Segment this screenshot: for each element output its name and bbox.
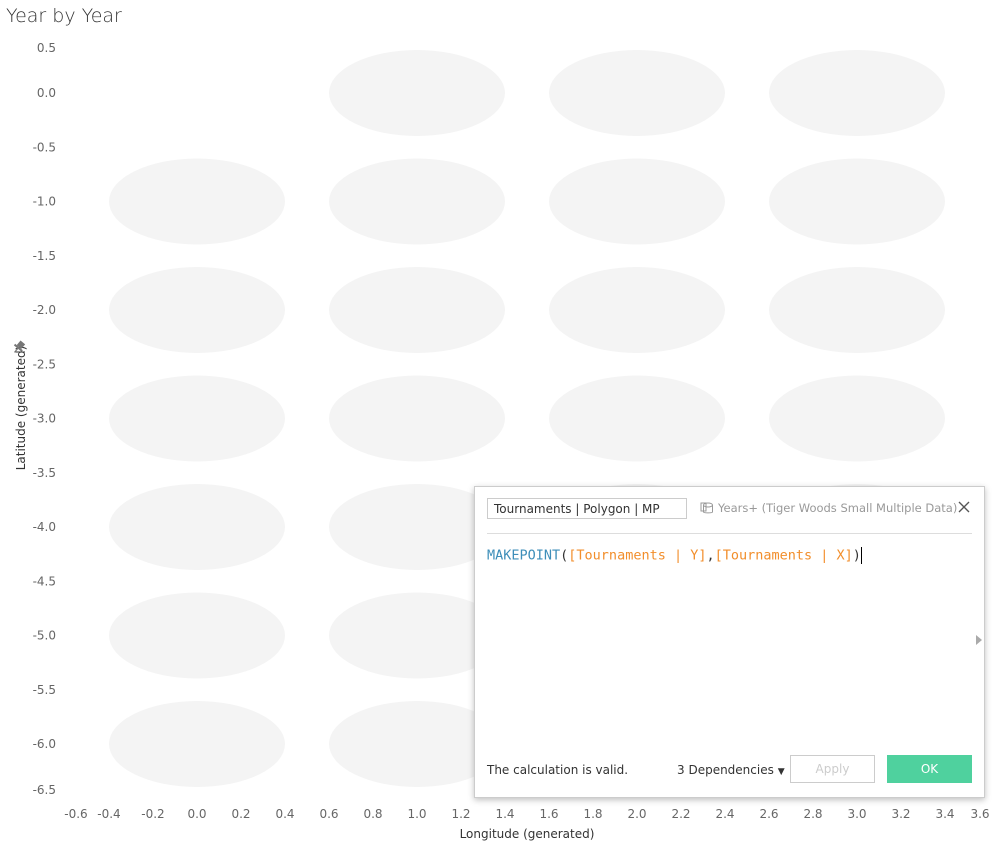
formula-comma: ,	[706, 547, 715, 564]
polygon-mark[interactable]	[329, 701, 505, 787]
x-tick-label: -0.6	[64, 807, 87, 821]
x-axis-title: Longitude (generated)	[460, 827, 595, 841]
y-tick-label: -6.0	[33, 737, 56, 751]
polygon-mark[interactable]	[769, 267, 945, 353]
y-tick-label: 0.0	[37, 86, 56, 100]
y-tick-label: -4.5	[33, 574, 56, 588]
polygon-mark[interactable]	[329, 375, 505, 462]
polygon-mark[interactable]	[109, 484, 285, 570]
ok-button[interactable]: OK	[887, 755, 972, 783]
x-tick-label: -0.2	[141, 807, 164, 821]
caret-down-icon: ▼	[777, 767, 785, 777]
formula-editor[interactable]: MAKEPOINT([Tournaments | Y],[Tournaments…	[487, 547, 862, 564]
x-tick-label: 2.0	[627, 807, 646, 821]
polygon-mark[interactable]	[769, 158, 945, 245]
x-tick-label: 3.0	[847, 807, 866, 821]
expand-panel-arrow-icon[interactable]	[976, 635, 982, 645]
polygon-mark[interactable]	[549, 375, 725, 462]
y-tick-label: -1.5	[33, 249, 56, 263]
y-tick-label: -5.5	[33, 683, 56, 697]
formula-function: MAKEPOINT	[487, 547, 561, 564]
text-cursor	[860, 547, 862, 564]
x-tick-label: 1.8	[583, 807, 602, 821]
calculation-editor-dialog: Tournaments | Polygon | MP Years+ (Tiger…	[474, 486, 985, 798]
x-tick-label: 1.6	[539, 807, 558, 821]
y-tick-label: -4.0	[33, 520, 56, 534]
x-tick-label: 2.8	[803, 807, 822, 821]
x-tick-label: 0.8	[363, 807, 382, 821]
datasource-icon	[700, 502, 713, 514]
sheet-title: Year by Year	[6, 5, 122, 27]
polygon-mark[interactable]	[329, 267, 505, 353]
x-tick-label: 0.4	[275, 807, 294, 821]
formula-field-1: [Tournaments | Y]	[568, 547, 707, 564]
apply-button[interactable]: Apply	[790, 755, 875, 783]
polygon-mark[interactable]	[109, 592, 285, 679]
y-tick-label: -2.5	[33, 357, 56, 371]
dependencies-label: 3 Dependencies	[677, 763, 774, 777]
polygon-mark[interactable]	[329, 158, 505, 245]
x-tick-label: 3.4	[935, 807, 954, 821]
y-tick-label: 0.5	[37, 41, 56, 55]
x-tick-label: 2.4	[715, 807, 734, 821]
y-tick-label: -0.5	[33, 140, 56, 154]
polygon-mark[interactable]	[329, 484, 505, 570]
polygon-mark[interactable]	[109, 267, 285, 353]
y-tick-label: -1.0	[33, 195, 56, 209]
polygon-mark[interactable]	[769, 50, 945, 136]
formula-paren-close: )	[852, 547, 861, 564]
polygon-mark[interactable]	[329, 592, 505, 679]
pin-icon[interactable]	[11, 339, 27, 355]
x-tick-label: 1.0	[407, 807, 426, 821]
polygon-mark[interactable]	[549, 158, 725, 245]
y-tick-label: -2.0	[33, 303, 56, 317]
calculation-name-input[interactable]: Tournaments | Polygon | MP	[487, 498, 687, 519]
x-tick-label: 0.6	[319, 807, 338, 821]
x-tick-label: 0.2	[231, 807, 250, 821]
x-tick-label: 3.6	[970, 807, 989, 821]
polygon-mark[interactable]	[549, 50, 725, 136]
polygon-mark[interactable]	[329, 50, 505, 136]
x-tick-label: 0.0	[187, 807, 206, 821]
divider	[487, 533, 972, 534]
y-tick-label: -6.5	[33, 783, 56, 797]
formula-field-2: [Tournaments | X]	[714, 547, 853, 564]
dependencies-dropdown[interactable]: 3 Dependencies ▼	[677, 763, 785, 777]
y-tick-label: -3.0	[33, 412, 56, 426]
x-tick-label: -0.4	[97, 807, 120, 821]
x-tick-label: 1.2	[451, 807, 470, 821]
y-axis-title: Latitude (generated)	[14, 346, 28, 471]
close-icon[interactable]	[954, 497, 974, 517]
polygon-mark[interactable]	[549, 267, 725, 353]
validation-status: The calculation is valid.	[487, 763, 629, 777]
x-tick-label: 1.4	[495, 807, 514, 821]
y-tick-label: -3.5	[33, 466, 56, 480]
polygon-mark[interactable]	[109, 375, 285, 462]
x-tick-label: 3.2	[891, 807, 910, 821]
y-tick-label: -5.0	[33, 629, 56, 643]
x-tick-label: 2.2	[671, 807, 690, 821]
datasource-label: Years+ (Tiger Woods Small Multiple Data)	[700, 501, 957, 515]
polygon-mark[interactable]	[109, 701, 285, 787]
datasource-name: Years+ (Tiger Woods Small Multiple Data)	[718, 501, 958, 515]
polygon-mark[interactable]	[109, 158, 285, 245]
polygon-mark[interactable]	[769, 375, 945, 462]
formula-paren-open: (	[560, 547, 569, 564]
x-tick-label: 2.6	[759, 807, 778, 821]
